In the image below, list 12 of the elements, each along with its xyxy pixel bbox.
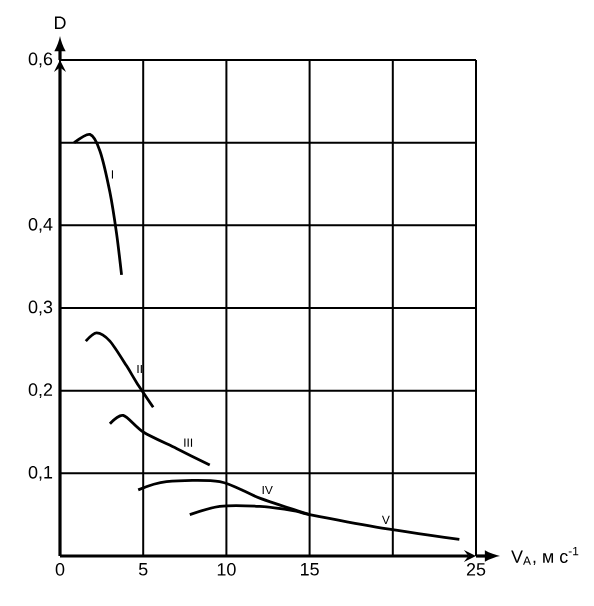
y-tick-label: 0,1	[28, 465, 53, 481]
x-tick-label: 25	[466, 563, 486, 576]
x-tick-label: 0	[55, 563, 65, 576]
x-tick-label: 15	[301, 563, 319, 576]
x-tick-label: 5	[138, 563, 148, 576]
x-axis-title: V$_{A}$, м с$^{-1}$	[511, 546, 579, 566]
y-axis-title: D	[54, 16, 66, 29]
y-tick-label: 0,4	[28, 217, 53, 233]
y-tick-label: 0,3	[28, 300, 53, 316]
y-tick-label: 0,2	[28, 383, 53, 399]
x-tick-label: 10	[217, 563, 236, 576]
y-tick-label: 0,6	[28, 52, 53, 68]
